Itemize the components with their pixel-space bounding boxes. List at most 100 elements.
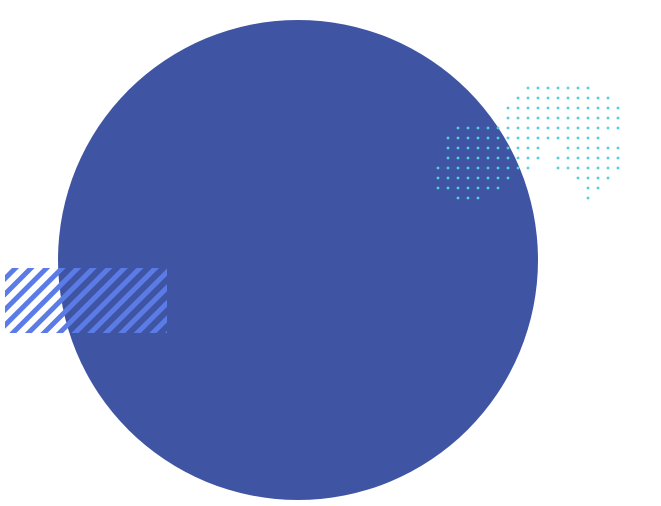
cloud-dot <box>476 196 480 200</box>
cloud-dot <box>596 126 600 130</box>
cloud-dot <box>506 116 510 120</box>
cloud-dot <box>436 176 440 180</box>
cloud-dot <box>456 196 460 200</box>
cloud-dot <box>566 136 570 140</box>
cloud-dot <box>466 186 470 190</box>
cloud-dot <box>526 146 530 150</box>
cloud-dot <box>486 166 490 170</box>
cloud-dot <box>606 106 610 110</box>
cloud-dot <box>616 106 620 110</box>
cloud-dot <box>536 96 540 100</box>
cloud-dot <box>526 116 530 120</box>
cloud-dot <box>546 86 550 90</box>
cloud-dot <box>466 166 470 170</box>
cloud-dot <box>506 166 510 170</box>
cloud-dot <box>466 196 470 200</box>
cloud-dot <box>586 146 590 150</box>
cloud-dot <box>576 176 580 180</box>
cloud-dot <box>596 106 600 110</box>
cloud-dot <box>536 106 540 110</box>
cloud-dot <box>506 136 510 140</box>
cloud-dot <box>576 106 580 110</box>
cloud-dot <box>456 136 460 140</box>
cloud-dot <box>586 116 590 120</box>
cloud-dot <box>526 156 530 160</box>
cloud-dot <box>476 176 480 180</box>
cloud-dot <box>546 126 550 130</box>
cloud-dot <box>466 156 470 160</box>
cloud-dot <box>556 166 560 170</box>
cloud-dot <box>606 176 610 180</box>
cloud-dot <box>596 156 600 160</box>
cloud-dot <box>596 176 600 180</box>
cloud-dot <box>576 96 580 100</box>
cloud-dot <box>476 186 480 190</box>
cloud-dot <box>586 136 590 140</box>
cloud-dot <box>616 116 620 120</box>
cloud-dot <box>456 126 460 130</box>
cloud-dot <box>606 166 610 170</box>
cloud-dot <box>566 146 570 150</box>
cloud-dot <box>506 176 510 180</box>
cloud-dot <box>616 146 620 150</box>
cloud-dot <box>496 126 500 130</box>
cloud-dot <box>446 136 450 140</box>
cloud-dot <box>476 136 480 140</box>
cloud-dot <box>456 166 460 170</box>
cloud-dot <box>556 156 560 160</box>
cloud-dot <box>466 176 470 180</box>
cloud-dot <box>486 186 490 190</box>
cloud-dot <box>516 116 520 120</box>
cloud-dot <box>486 156 490 160</box>
cloud-dot <box>536 146 540 150</box>
cloud-dot <box>526 86 530 90</box>
cloud-dot <box>446 146 450 150</box>
cloud-dot <box>436 186 440 190</box>
cloud-dot <box>536 126 540 130</box>
cloud-dot <box>596 96 600 100</box>
cloud-dot <box>506 146 510 150</box>
cloud-dot <box>576 116 580 120</box>
cloud-dot <box>466 146 470 150</box>
cloud-dot <box>606 156 610 160</box>
cloud-dot <box>566 156 570 160</box>
cloud-dot <box>556 96 560 100</box>
cloud-dot <box>606 146 610 150</box>
cloud-dot <box>516 106 520 110</box>
cloud-dot <box>506 156 510 160</box>
cloud-dot <box>516 136 520 140</box>
cloud-dot <box>496 156 500 160</box>
cloud-dot <box>596 146 600 150</box>
cloud-dot <box>456 186 460 190</box>
cloud-dot <box>606 96 610 100</box>
cloud-dot <box>476 156 480 160</box>
cloud-dot <box>526 96 530 100</box>
cloud-dot <box>566 96 570 100</box>
cloud-dot <box>486 146 490 150</box>
cloud-dot <box>516 126 520 130</box>
cloud-dot <box>476 146 480 150</box>
cloud-dot <box>616 156 620 160</box>
cloud-dot <box>576 136 580 140</box>
cloud-dot <box>546 136 550 140</box>
cloud-dot <box>496 186 500 190</box>
striped-rectangle-shape <box>5 268 167 333</box>
cloud-dot <box>556 116 560 120</box>
cloud-dot <box>536 136 540 140</box>
cloud-dot <box>516 166 520 170</box>
cloud-dot <box>556 126 560 130</box>
cloud-dot <box>616 126 620 130</box>
cloud-dot <box>566 106 570 110</box>
cloud-dot <box>586 106 590 110</box>
cloud-dot <box>546 96 550 100</box>
cloud-dot <box>566 116 570 120</box>
cloud-dot <box>536 86 540 90</box>
cloud-dot <box>486 126 490 130</box>
cloud-dot <box>526 166 530 170</box>
cloud-dot <box>486 136 490 140</box>
cloud-dot <box>506 126 510 130</box>
cloud-dot <box>496 136 500 140</box>
cloud-dot <box>536 116 540 120</box>
cloud-dot <box>496 146 500 150</box>
